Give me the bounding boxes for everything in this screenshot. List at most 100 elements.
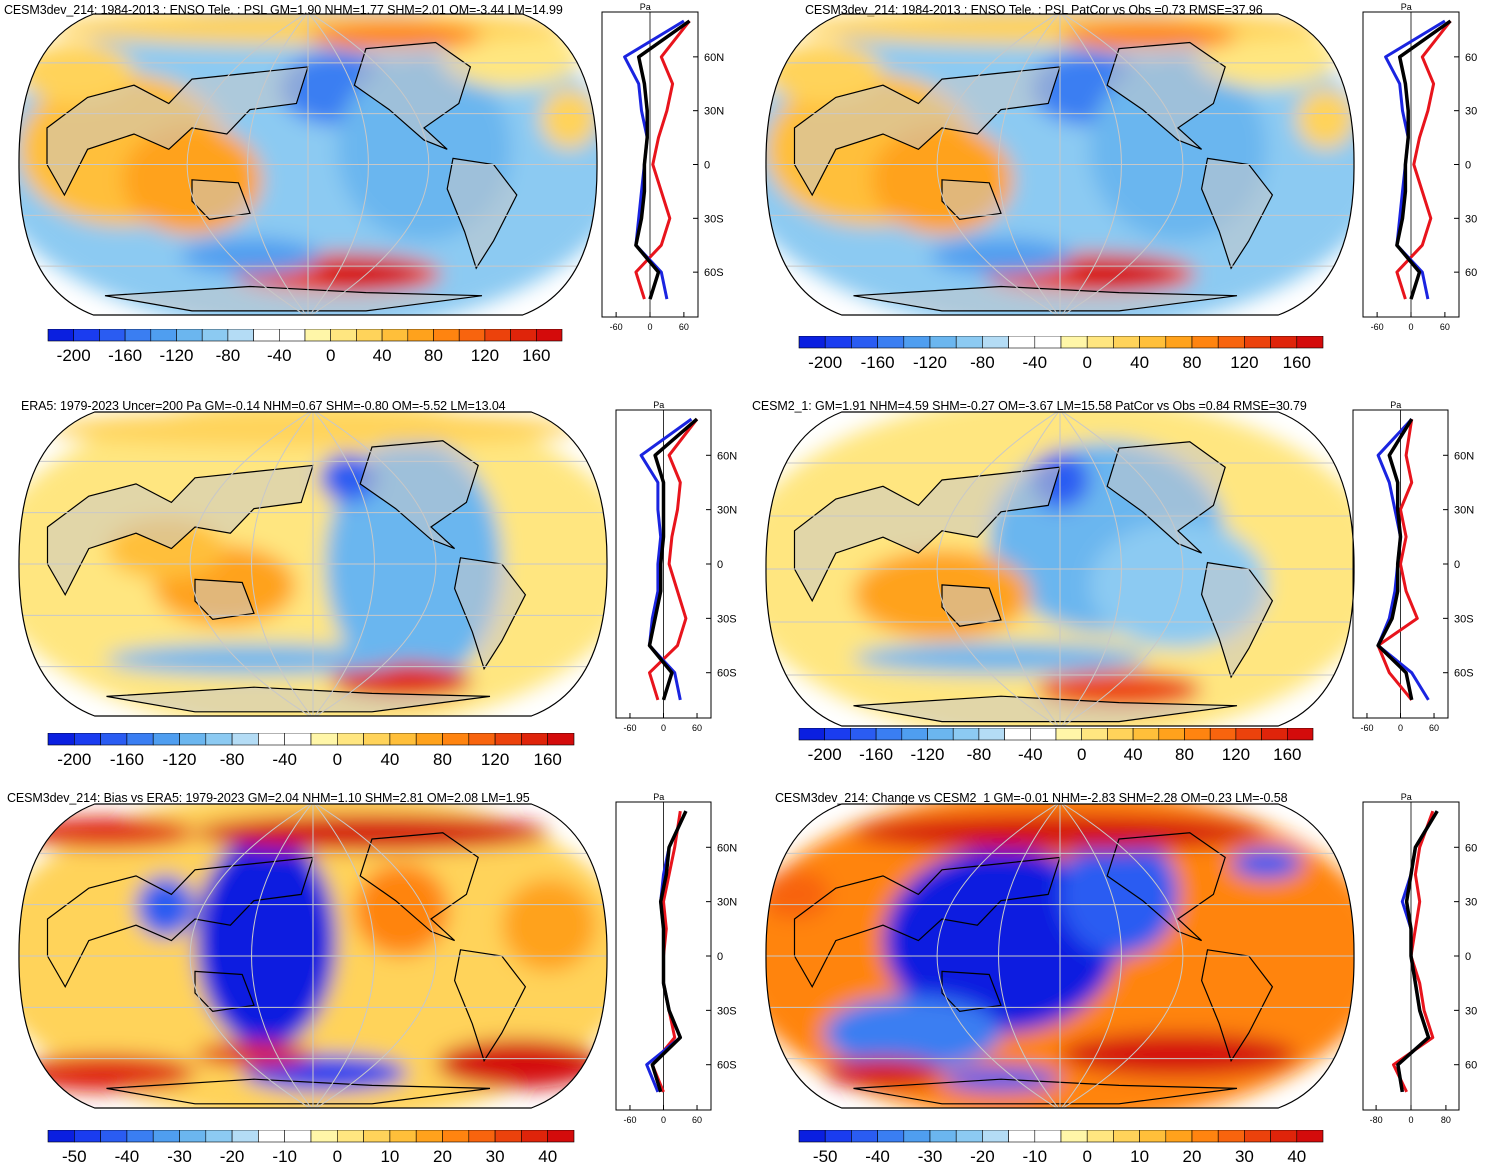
colorbar-swatch [152, 1130, 180, 1143]
colorbar-swatch [205, 733, 233, 746]
colorbar-swatch [231, 1130, 259, 1143]
continent-outline [194, 970, 255, 1013]
colorbar-label: -120 [162, 750, 196, 769]
colorbar-label: 40 [1287, 1147, 1306, 1166]
panel-title: CESM3dev_214: Bias vs ERA5: 1979-2023 GM… [7, 791, 530, 805]
colorbar-label: -160 [110, 750, 144, 769]
field-anomaly-region [1060, 832, 1178, 956]
colorbar-swatch [415, 1130, 443, 1143]
colorbar-label: -10 [272, 1147, 297, 1166]
colorbar-swatch [850, 728, 877, 741]
colorbar-label: 0 [1082, 353, 1091, 372]
latitude-label: 30S [704, 213, 724, 225]
continent-outline [194, 578, 255, 621]
profile-xtick: -60 [1371, 322, 1384, 332]
field-anomaly-region [195, 814, 549, 852]
colorbar-label: 30 [1235, 1147, 1254, 1166]
profile-unit: Pa [1390, 400, 1401, 410]
profile-xtick: -60 [623, 723, 636, 733]
field-anomaly-region [540, 88, 598, 150]
colorbar-swatch [258, 1130, 285, 1143]
field-anomaly-region [1231, 848, 1302, 879]
land-profile-line [634, 20, 691, 300]
colorbar-swatch [1158, 728, 1185, 741]
colorbar-label: 120 [481, 750, 509, 769]
colorbar-swatch [798, 336, 826, 349]
colorbar-swatch [100, 733, 128, 746]
colorbar-swatch [1286, 728, 1314, 741]
colorbar-label: -40 [865, 1147, 890, 1166]
colorbar-swatch [284, 733, 312, 746]
colorbar-swatch [1060, 336, 1088, 349]
colorbar-label: 10 [1130, 1147, 1149, 1166]
colorbar-swatch [310, 1130, 338, 1143]
latitude-label: 60N [1454, 450, 1474, 462]
profile-xtick: 60 [692, 723, 702, 733]
total-profile-line [1395, 19, 1452, 300]
colorbar-swatch [901, 728, 928, 741]
colorbar-label: -200 [57, 750, 91, 769]
latitude-label: 30S [717, 1005, 737, 1017]
colorbar-swatch [1296, 1130, 1324, 1143]
colorbar-swatch [798, 728, 826, 741]
colorbar: -200-160-120-80-4004080120160200 [798, 336, 1324, 372]
colorbar-swatch [363, 733, 391, 746]
colorbar-swatch [510, 329, 537, 342]
colorbar-label: -20 [220, 1147, 245, 1166]
continent-outline [1106, 441, 1226, 554]
field-anomaly-region [354, 863, 449, 956]
colorbar-swatch [73, 733, 101, 746]
colorbar-label: -40 [1018, 745, 1043, 764]
colorbar: -50-40-30-20-1001020304050 [798, 1130, 1324, 1166]
field-anomaly-region [824, 996, 1001, 1070]
field-anomaly-region [106, 644, 402, 675]
colorbar-label: -40 [115, 1147, 140, 1166]
colorbar-label: -120 [159, 346, 193, 365]
latitude-label: 0 [717, 559, 723, 571]
colorbar-swatch [179, 1130, 207, 1143]
colorbar-swatch [1060, 1130, 1088, 1143]
colorbar-swatch [1165, 1130, 1193, 1143]
colorbar-label: -30 [167, 1147, 192, 1166]
colorbar-swatch [1107, 728, 1134, 741]
latitude-label: 60S [704, 267, 724, 279]
colorbar-swatch [124, 329, 152, 342]
colorbar-swatch [1217, 336, 1245, 349]
field-anomaly-region [765, 42, 883, 104]
colorbar-swatch [126, 1130, 154, 1143]
colorbar-swatch [99, 329, 126, 342]
colorbar-swatch [468, 733, 496, 746]
continent-outline [359, 440, 479, 550]
colorbar-label: 20 [433, 1147, 452, 1166]
land-profile-line [648, 418, 699, 701]
colorbar-swatch [47, 1130, 75, 1143]
latitude-label: 0 [704, 160, 710, 172]
colorbar-swatch [824, 728, 851, 741]
colorbar-label: 40 [1124, 745, 1143, 764]
colorbar-label: 40 [1130, 353, 1149, 372]
colorbar-swatch [442, 1130, 470, 1143]
colorbar-swatch [929, 1130, 957, 1143]
colorbar-swatch [851, 1130, 878, 1143]
colorbar-swatch [389, 733, 417, 746]
continent-outline [106, 686, 491, 713]
profile-xtick: 60 [679, 322, 689, 332]
continent-outline [191, 179, 251, 221]
panel-title: CESM2_1: GM=1.91 NHM=4.59 SHM=-0.27 OM=-… [752, 399, 1307, 413]
colorbar-label: -120 [913, 353, 947, 372]
total-profile-line [647, 417, 699, 701]
colorbar-swatch [201, 329, 229, 342]
colorbar-swatch [1113, 336, 1140, 349]
latitude-label: 60 [1465, 52, 1477, 64]
colorbar-label: -40 [272, 750, 297, 769]
colorbar: -200-160-120-80-4004080120160200 [798, 728, 1314, 764]
field-anomaly-region [1060, 1033, 1296, 1077]
colorbar-swatch [253, 329, 280, 342]
profile-xtick: 0 [661, 723, 666, 733]
colorbar-swatch [1270, 336, 1298, 349]
colorbar-label: 10 [380, 1147, 399, 1166]
colorbar-swatch [1244, 336, 1271, 349]
colorbar-label: 120 [1222, 745, 1250, 764]
colorbar-swatch [929, 336, 957, 349]
colorbar-swatch [1139, 1130, 1167, 1143]
